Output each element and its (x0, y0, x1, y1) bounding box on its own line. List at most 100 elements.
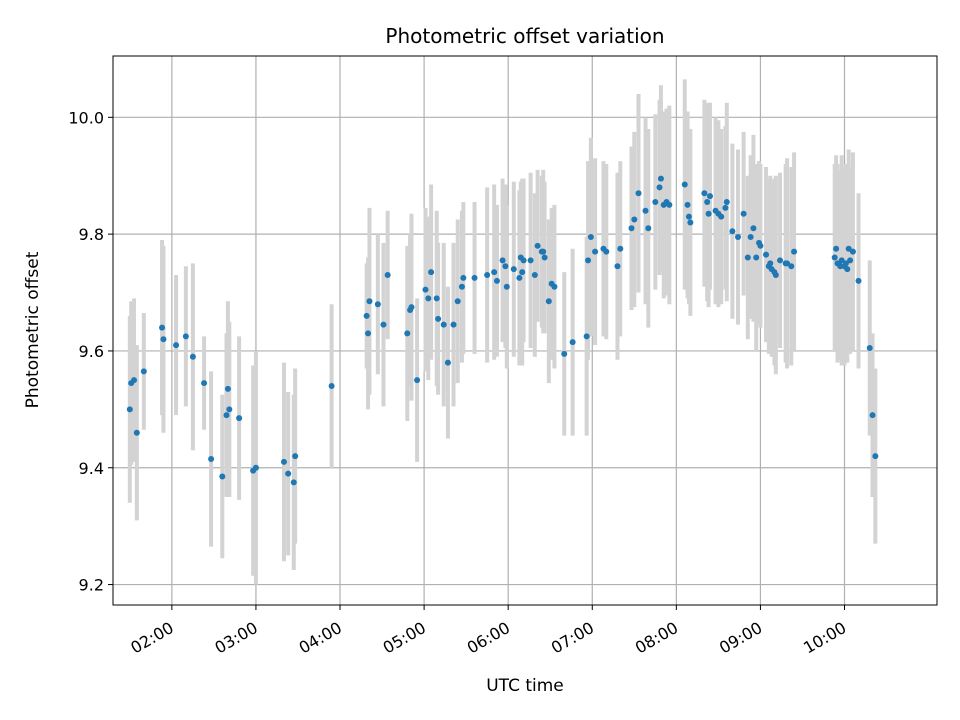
data-point (531, 272, 538, 279)
data-point (133, 429, 140, 436)
data-point (126, 406, 133, 413)
data-points (126, 175, 879, 486)
data-point (519, 269, 526, 276)
data-point (435, 315, 442, 322)
data-point (652, 199, 659, 206)
data-point (845, 245, 852, 252)
data-point (838, 257, 845, 264)
data-point (704, 199, 711, 206)
data-point (502, 263, 509, 270)
data-point (159, 324, 166, 331)
data-point (380, 321, 387, 328)
data-point (458, 283, 465, 290)
data-point (236, 415, 243, 422)
x-axis-label: UTC time (486, 676, 564, 696)
data-point (685, 213, 692, 220)
data-point (750, 225, 757, 232)
data-point (252, 464, 259, 471)
data-point (587, 234, 594, 241)
data-point (656, 184, 663, 191)
data-point (454, 298, 461, 305)
data-point (842, 260, 849, 267)
data-point (545, 298, 552, 305)
y-tick-label: 9.6 (79, 342, 104, 361)
data-point (223, 412, 230, 419)
data-point (849, 248, 856, 255)
data-point (131, 377, 138, 384)
data-point (280, 458, 287, 465)
data-point (617, 245, 624, 252)
data-point (224, 385, 231, 392)
data-point (592, 248, 599, 255)
data-point (684, 201, 691, 208)
data-point (723, 199, 730, 206)
data-point (701, 190, 708, 197)
data-point (735, 234, 742, 241)
data-point (767, 260, 774, 267)
y-tick-label: 9.2 (79, 576, 104, 595)
data-point (844, 266, 851, 273)
data-point (705, 210, 712, 217)
y-axis-ticks: 9.2 9.4 9.6 9.8 10.0 (68, 108, 113, 595)
data-point (872, 453, 879, 460)
data-point (363, 312, 370, 319)
y-tick-label: 10.0 (68, 108, 104, 127)
data-point (540, 248, 547, 255)
data-point (493, 277, 500, 284)
data-point (847, 257, 854, 264)
data-point (718, 213, 725, 220)
data-point (628, 225, 635, 232)
data-point (440, 321, 447, 328)
data-point (642, 207, 649, 214)
data-point (681, 181, 688, 188)
data-point (837, 263, 844, 270)
data-point (569, 339, 576, 346)
data-point (484, 272, 491, 279)
data-point (744, 254, 751, 261)
data-point (583, 333, 590, 340)
data-point (534, 242, 541, 249)
data-point (520, 257, 527, 264)
data-point (428, 269, 435, 276)
data-point (510, 266, 517, 273)
data-point (189, 353, 196, 360)
data-point (290, 479, 297, 486)
data-point (687, 219, 694, 226)
data-point (777, 257, 784, 264)
data-point (869, 412, 876, 419)
y-tick-label: 9.8 (79, 225, 104, 244)
data-point (561, 350, 568, 357)
plot-frame (112, 55, 938, 606)
data-point (855, 277, 862, 284)
grid (113, 56, 937, 605)
data-point (444, 359, 451, 366)
data-point (791, 248, 798, 255)
y-axis-label: Photometric offset (23, 251, 43, 408)
data-point (404, 330, 411, 337)
data-point (657, 175, 664, 182)
data-point (541, 254, 548, 261)
data-point (503, 283, 510, 290)
data-point (527, 257, 534, 264)
data-point (219, 473, 226, 480)
data-point (140, 368, 147, 375)
data-point (208, 455, 215, 462)
data-point (292, 453, 299, 460)
data-point (866, 345, 873, 352)
data-point (173, 342, 180, 349)
data-point (516, 274, 523, 281)
data-point (425, 295, 432, 302)
data-point (614, 263, 621, 270)
data-point (374, 301, 381, 308)
data-point (414, 377, 421, 384)
data-point (551, 283, 558, 290)
data-point (328, 382, 335, 389)
y-tick-label: 9.4 (79, 459, 104, 478)
data-point (603, 248, 610, 255)
data-point (833, 245, 840, 252)
data-point (499, 257, 506, 264)
data-point (784, 260, 791, 267)
data-point (201, 380, 208, 387)
